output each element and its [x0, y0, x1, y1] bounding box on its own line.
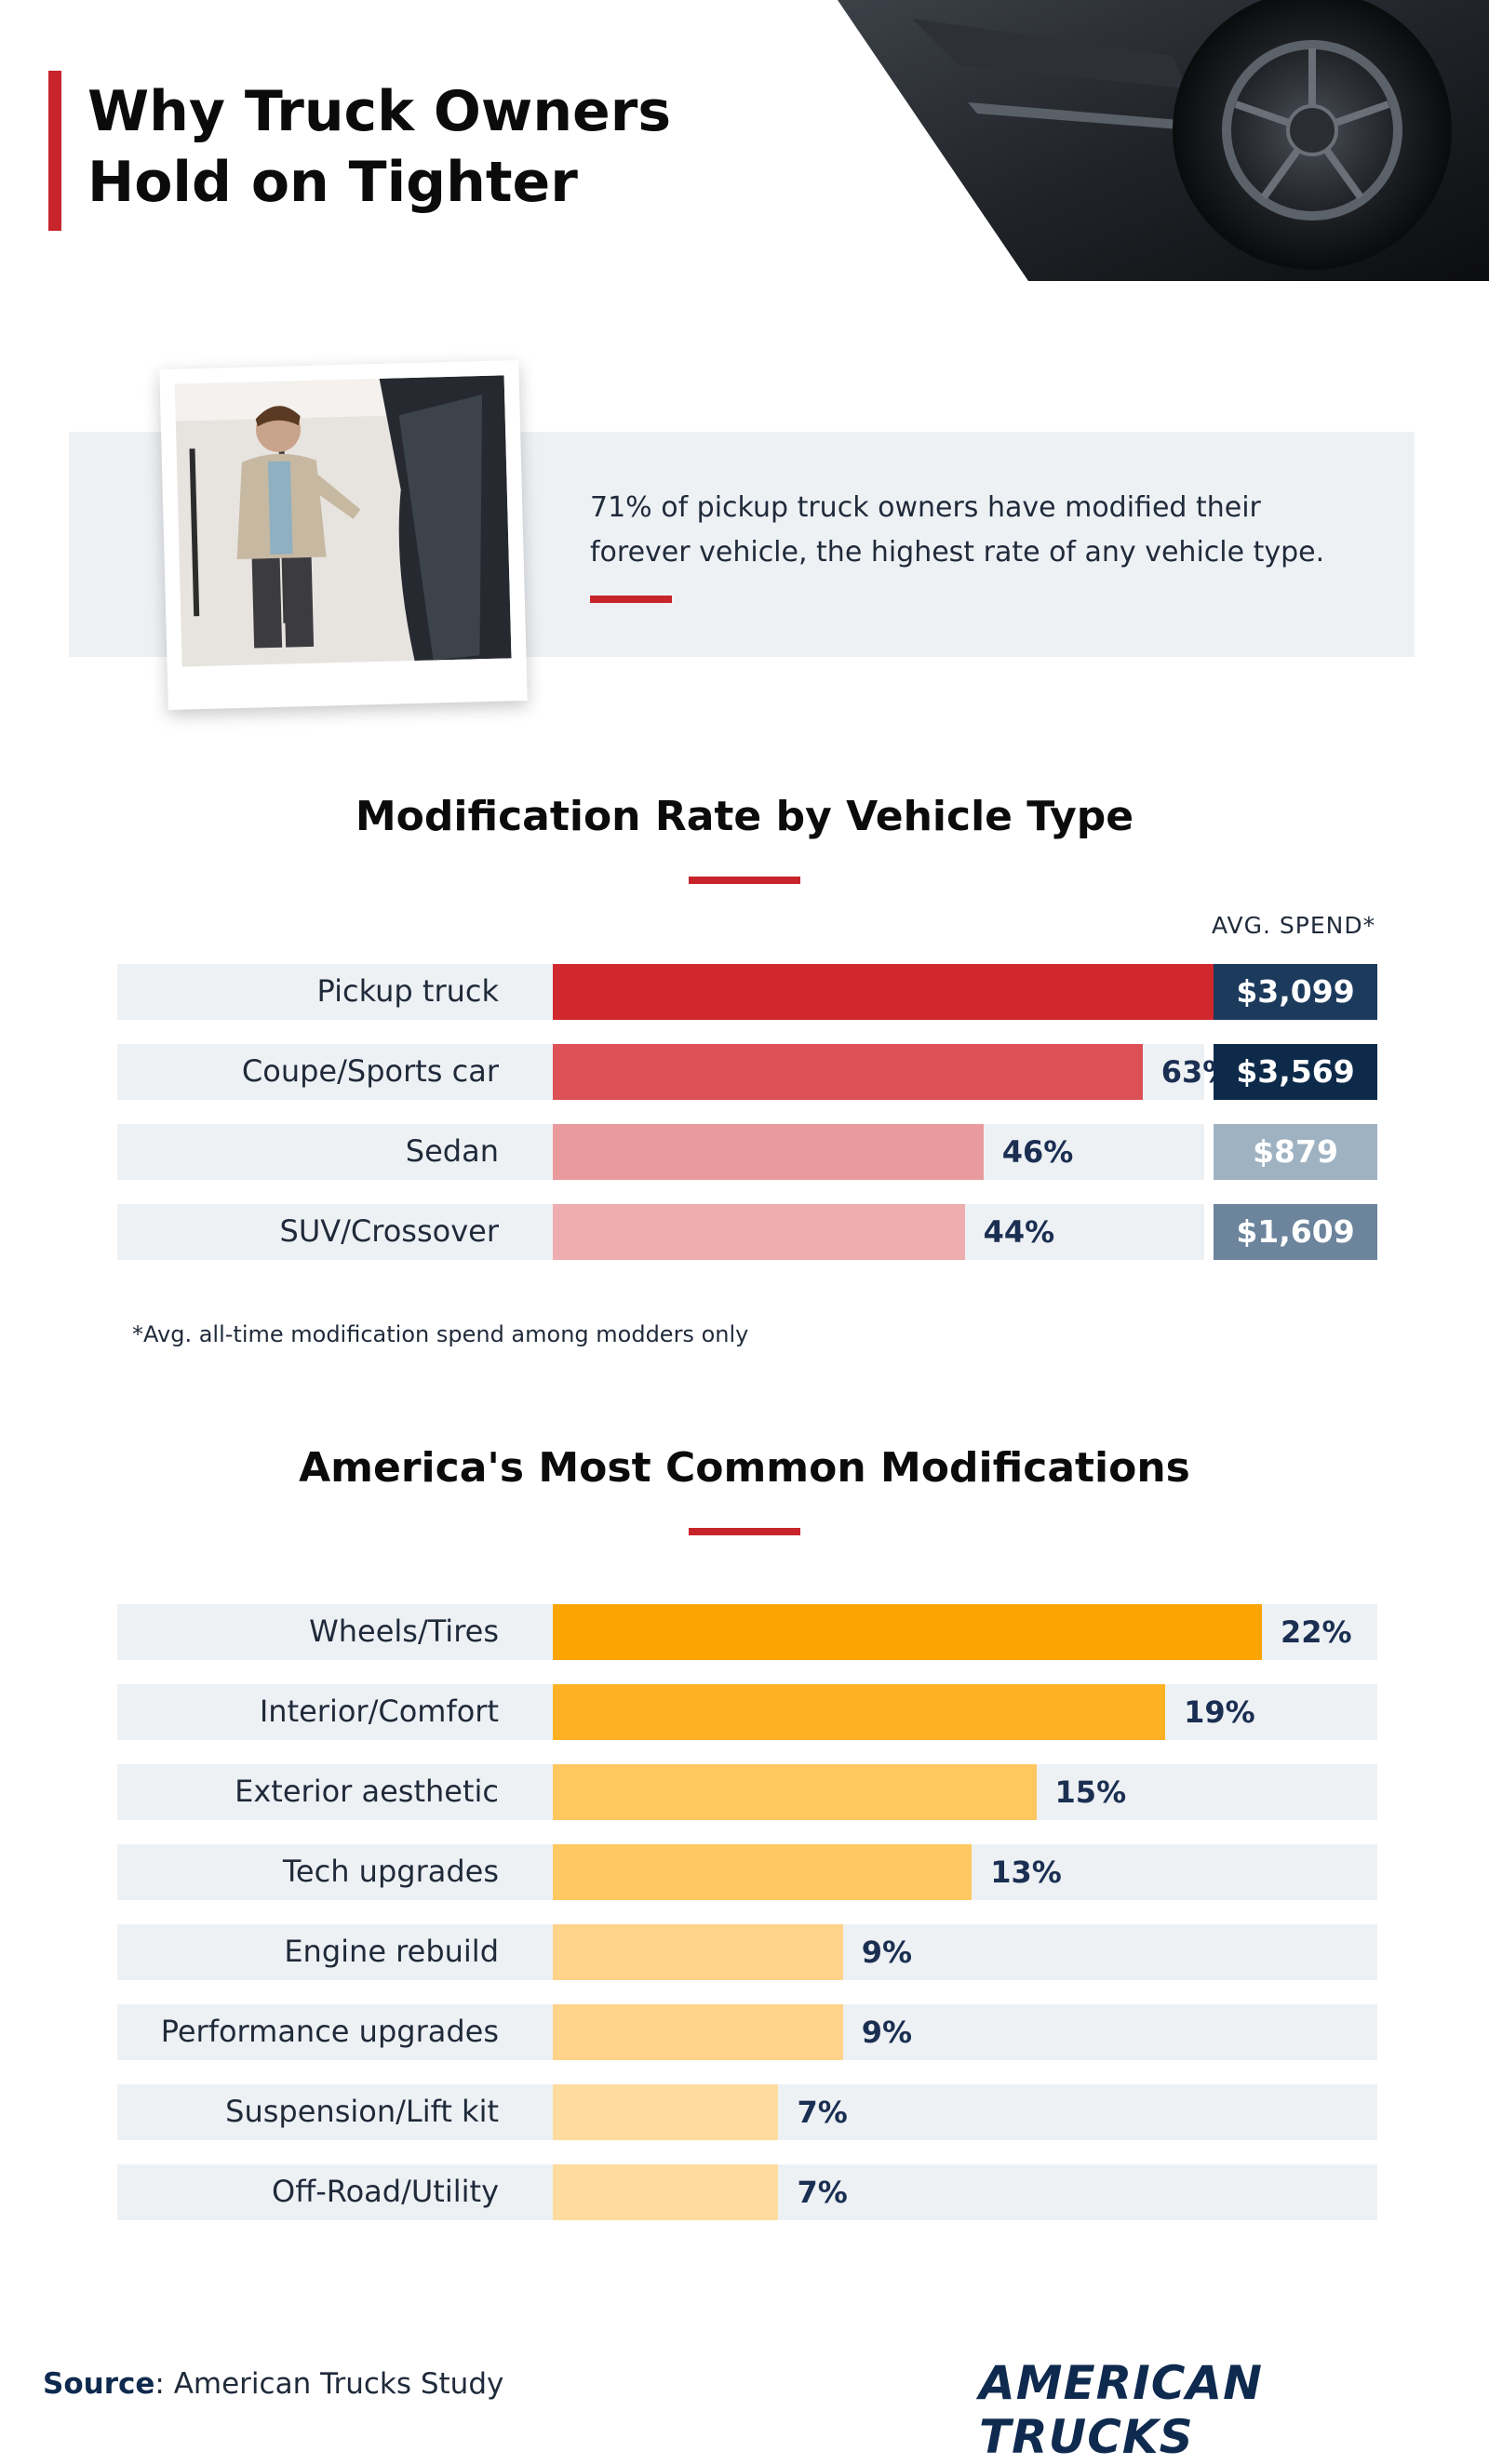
chart1-bar — [553, 1124, 984, 1180]
chart1-category-label: Coupe/Sports car — [241, 1053, 499, 1089]
chart2-bar — [553, 2084, 779, 2140]
chart2-category-label: Performance upgrades — [160, 2014, 499, 2049]
chart2-bar — [553, 2004, 843, 2060]
chart1-title: Modification Rate by Vehicle Type — [355, 793, 1134, 840]
chart2-category-label: Interior/Comfort — [259, 1694, 499, 1729]
truck-hero-image — [838, 0, 1489, 281]
photo-frame — [159, 360, 528, 710]
chart1-category-label: Sedan — [405, 1133, 499, 1169]
chart1-bar — [553, 1044, 1143, 1100]
chart2-bar — [553, 1604, 1262, 1660]
chart2-value-label: 7% — [797, 2175, 848, 2210]
chart2-bar — [553, 2164, 779, 2220]
man-at-car-photo — [174, 375, 512, 667]
chart2-bar — [553, 1844, 973, 1900]
chart1-value-label: 44% — [983, 1214, 1055, 1250]
title-accent-bar — [48, 71, 61, 231]
chart1-bar — [553, 1204, 965, 1260]
chart2-value-label: 19% — [1184, 1694, 1255, 1730]
chart1-spend-box: $1,609 — [1214, 1204, 1377, 1260]
american-trucks-logo: AMERICAN TRUCKS — [979, 2356, 1263, 2464]
chart2-value-label: 7% — [797, 2095, 848, 2130]
chart1-category-label: SUV/Crossover — [279, 1213, 499, 1249]
chart1-category-label: Pickup truck — [316, 973, 500, 1009]
chart2-category-label: Suspension/Lift kit — [225, 2094, 499, 2129]
chart2-accent-rule — [689, 1528, 800, 1535]
chart2-value-label: 15% — [1054, 1774, 1127, 1810]
chart2-title: America's Most Common Modifications — [299, 1444, 1190, 1492]
chart1-spend-box: $3,099 — [1214, 964, 1377, 1020]
chart1-spend-box: $3,569 — [1214, 1044, 1377, 1100]
chart2-category-label: Wheels/Tires — [309, 1614, 499, 1649]
callout-text: 71% of pickup truck owners have modified… — [590, 491, 1325, 569]
chart1-accent-rule — [689, 877, 800, 884]
chart1-value-label: 46% — [1001, 1134, 1074, 1170]
chart2-category-label: Tech upgrades — [282, 1854, 499, 1889]
avg-spend-header: AVG. SPEND* — [1212, 912, 1376, 939]
chart2-category-label: Off-Road/Utility — [272, 2174, 499, 2209]
chart2-value-label: 13% — [990, 1855, 1062, 1890]
chart1-spend-box: $879 — [1214, 1124, 1377, 1180]
chart2-bar — [553, 1764, 1037, 1820]
callout-accent-rule — [590, 596, 672, 603]
chart2-bar — [553, 1924, 843, 1980]
source-text: : American Trucks Study — [154, 2367, 504, 2401]
source-label: Source — [43, 2367, 155, 2401]
chart2-category-label: Exterior aesthetic — [235, 1774, 499, 1809]
chart2-value-label: 9% — [861, 2015, 913, 2050]
chart1-bar — [553, 964, 1218, 1020]
chart2-value-label: 9% — [861, 1935, 913, 1970]
spend-footnote: *Avg. all-time modification spend among … — [132, 1321, 749, 1347]
chart2-category-label: Engine rebuild — [284, 1934, 499, 1969]
chart2-bar — [553, 1684, 1166, 1740]
chart2-value-label: 22% — [1281, 1614, 1352, 1650]
page-title: Why Truck Owners Hold on Tighter — [87, 79, 672, 215]
source-note: Source: American Trucks Study — [43, 2367, 503, 2401]
